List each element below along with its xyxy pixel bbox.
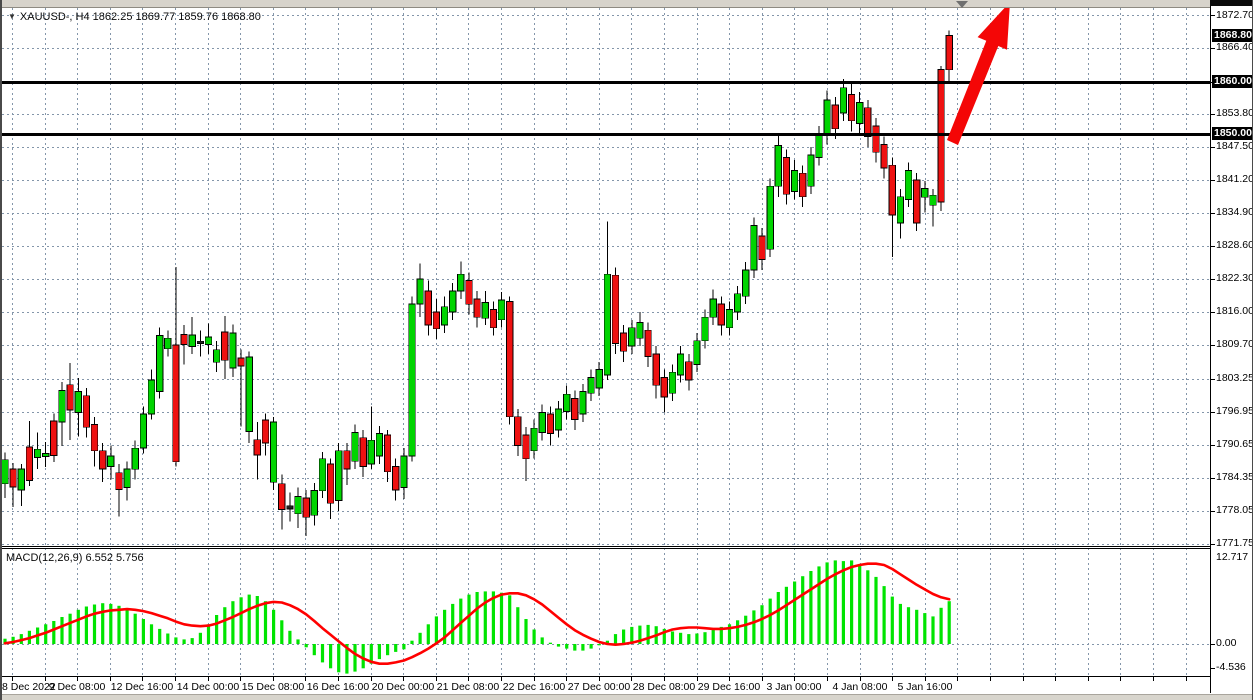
time-axis-label: 15 Dec 08:00 (241, 681, 305, 693)
symbol-timeframe-label: XAUUSD-, H4 (19, 11, 90, 23)
time-axis-label: 20 Dec 00:00 (371, 681, 435, 693)
time-axis-label: 9 Dec 08:00 (48, 681, 106, 693)
trend-arrow[interactable] (947, 2, 1010, 145)
price-axis-label: 1872.70 (1216, 9, 1253, 21)
grid-lines (2, 8, 1210, 677)
price-axis-label: 1796.95 (1216, 405, 1253, 417)
time-axis-label: 8 Dec 2022 (2, 681, 56, 693)
time-axis-label: 27 Dec 00:00 (567, 681, 631, 693)
time-axis-label: 3 Jan 00:00 (766, 681, 822, 693)
time-axis-label: 29 Dec 16:00 (697, 681, 761, 693)
axis-top-corner (1210, 0, 1253, 6)
price-axis-label: 1784.35 (1216, 471, 1253, 483)
price-tag-1860.00: 1860.00 (1212, 75, 1253, 88)
macd-indicator-label: MACD(12,26,9) 6.552 5.756 (6, 552, 144, 564)
chart-bottom-strip (0, 694, 1253, 700)
time-axis-label: 16 Dec 16:00 (306, 681, 370, 693)
price-axis-label: 1866.40 (1216, 41, 1253, 53)
price-axis-label: 1778.05 (1216, 504, 1253, 516)
macd-axis-label: -4.536 (1216, 661, 1246, 673)
macd-axis-label: 0.00 (1216, 637, 1237, 649)
macd-axis-label: 12.717 (1216, 551, 1249, 563)
time-axis-label: 12 Dec 16:00 (110, 681, 174, 693)
chart-top-strip (0, 0, 1210, 8)
price-axis-label: 1809.70 (1216, 338, 1253, 350)
chart-title: ▼ XAUUSD-, H4 1862.25 1869.77 1859.76 186… (8, 11, 261, 23)
price-axis-label: 1841.20 (1216, 173, 1253, 185)
price-axis-label: 1828.60 (1216, 239, 1253, 251)
scroll-position-icon[interactable] (956, 1, 968, 8)
window-left-border (0, 0, 2, 700)
time-axis-label: 4 Jan 08:00 (832, 681, 888, 693)
time-axis-label: 22 Dec 16:00 (502, 681, 566, 693)
price-axis-label: 1816.00 (1216, 305, 1253, 317)
macd-histogram (3, 560, 951, 674)
price-axis-label: 1834.90 (1216, 206, 1253, 218)
price-axis-label: 1790.65 (1216, 438, 1253, 450)
price-axis-label: 1803.25 (1216, 372, 1253, 384)
time-axis-label: 21 Dec 08:00 (436, 681, 500, 693)
chevron-down-icon[interactable]: ▼ (8, 12, 16, 21)
time-axis-label: 5 Jan 16:00 (897, 681, 953, 693)
price-axis-label: 1771.75 (1216, 537, 1253, 549)
time-axis-label: 14 Dec 00:00 (176, 681, 240, 693)
price-axis-label: 1847.50 (1216, 140, 1253, 152)
price-axis-label: 1853.80 (1216, 107, 1253, 119)
ohlc-values: 1862.25 1869.77 1859.76 1868.80 (92, 11, 261, 23)
pane-borders (2, 0, 1215, 693)
macd-signal-line (3, 562, 951, 666)
price-axis-label: 1822.30 (1216, 272, 1253, 284)
time-axis-label: 28 Dec 08:00 (632, 681, 696, 693)
price-tag-1850.00: 1850.00 (1212, 127, 1253, 140)
price-tag-1868.80: 1868.80 (1212, 29, 1253, 42)
candles-layer (1, 30, 953, 537)
